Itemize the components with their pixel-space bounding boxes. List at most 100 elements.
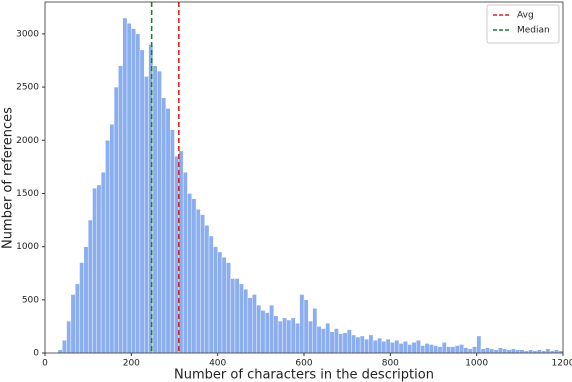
bar: [329, 331, 335, 354]
bar: [70, 294, 76, 354]
bar: [92, 187, 97, 354]
bar: [536, 349, 542, 354]
bar: [359, 335, 365, 354]
bar: [251, 294, 257, 354]
bar: [528, 349, 533, 354]
bar: [424, 343, 430, 354]
x-tick-label: 600: [295, 359, 312, 369]
bar: [428, 344, 434, 354]
bar: [144, 76, 149, 354]
bar: [377, 337, 382, 354]
bar: [325, 323, 331, 354]
y-tick-label: 1500: [16, 189, 39, 199]
bar: [131, 28, 136, 354]
bar: [152, 65, 158, 354]
bar: [321, 328, 326, 354]
bar: [230, 278, 236, 354]
bar: [334, 328, 339, 354]
bar: [381, 341, 387, 354]
bar: [264, 312, 270, 354]
bar: [351, 334, 357, 354]
bar: [472, 346, 477, 354]
y-tick-label: 2000: [16, 136, 39, 146]
bar: [450, 346, 456, 354]
bar: [467, 348, 473, 354]
bar: [118, 65, 123, 354]
bar: [100, 171, 106, 354]
bar: [433, 345, 439, 354]
bar: [338, 333, 344, 354]
bar: [403, 341, 408, 354]
bar: [480, 348, 486, 354]
bar: [169, 129, 175, 354]
bar: [62, 340, 67, 354]
bar: [182, 171, 188, 354]
bar: [239, 283, 244, 354]
legend-label: Avg: [517, 11, 534, 21]
bar: [493, 349, 499, 354]
bar: [545, 348, 551, 354]
bar: [135, 33, 141, 354]
bar: [83, 246, 89, 354]
y-tick-label: 3000: [16, 29, 39, 39]
x-tick-label: 800: [382, 359, 399, 369]
bar: [204, 225, 210, 354]
bar: [286, 319, 292, 354]
bar: [303, 299, 309, 354]
x-tick-label: 400: [209, 359, 226, 369]
bar: [269, 304, 274, 354]
bar: [390, 342, 395, 354]
bar: [372, 340, 378, 354]
bar: [407, 344, 413, 354]
bar: [463, 347, 469, 354]
bar: [506, 349, 512, 354]
bar: [364, 338, 369, 354]
bar: [217, 251, 223, 354]
bar: [398, 343, 404, 354]
bar: [459, 344, 464, 354]
bar: [200, 214, 205, 354]
bar: [234, 278, 240, 354]
bar: [416, 340, 421, 354]
bar: [105, 140, 110, 354]
bar: [139, 49, 145, 354]
bar: [221, 257, 227, 354]
bar: [489, 348, 495, 354]
bar: [87, 219, 93, 354]
x-tick-label: 200: [123, 359, 140, 369]
bar: [191, 198, 197, 354]
bar: [126, 23, 132, 354]
bar: [290, 317, 296, 354]
bar: [446, 346, 451, 354]
bar: [161, 97, 167, 354]
bar: [312, 308, 318, 354]
bar: [368, 334, 374, 354]
bar: [355, 336, 361, 354]
bar: [308, 320, 313, 354]
bar: [187, 193, 192, 354]
legend: Avg Median: [486, 4, 560, 44]
bar: [385, 338, 391, 354]
bar: [299, 294, 305, 354]
x-tick-label: 1200: [552, 359, 572, 369]
bar: [57, 349, 63, 354]
bar: [411, 342, 417, 354]
bar: [165, 108, 171, 354]
bar: [213, 246, 218, 354]
bar: [75, 283, 80, 354]
bar: [515, 349, 521, 354]
y-axis-label: Number of references: [1, 107, 16, 249]
bar: [208, 235, 214, 354]
bar: [485, 347, 490, 354]
bar: [113, 86, 119, 354]
bar: [554, 349, 559, 354]
bar: [441, 342, 447, 354]
plot-frame: [44, 1, 564, 354]
bar: [243, 288, 249, 354]
y-tick-label: 2500: [16, 83, 39, 93]
bar: [260, 310, 266, 354]
bar: [96, 184, 102, 354]
bar: [122, 17, 128, 354]
